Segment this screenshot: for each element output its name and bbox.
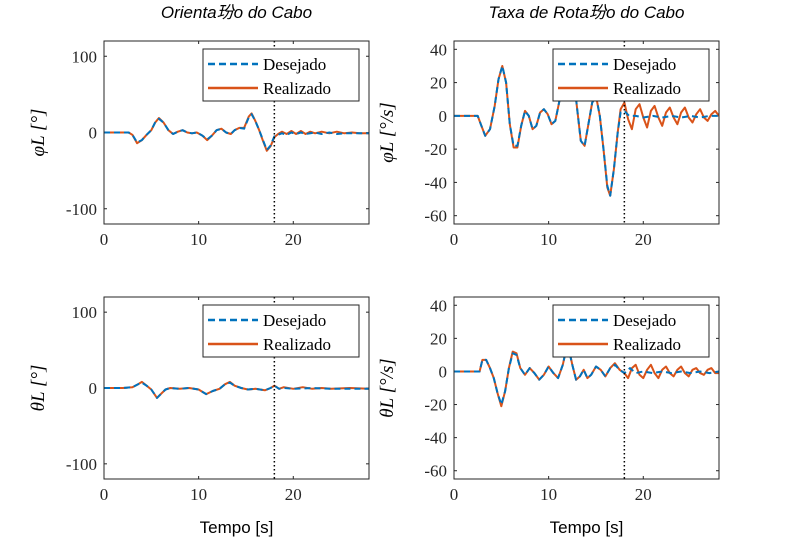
subplot-4: 0 10 20 40 20 0 -20 -40 -60 Desejado Realizado Temp… [377,296,720,537]
x-tick-label: 0 [450,230,459,249]
x-tick-label: 20 [635,485,652,504]
x-tick-label: 20 [285,485,302,504]
series-desejado [104,381,369,399]
axes-box [453,296,720,480]
y-tick-label: -40 [424,173,447,192]
x-tick-label: 20 [635,230,652,249]
y-tick-label: 100 [72,303,98,322]
legend: Desejado Realizado [202,304,360,358]
y-tick-label: -60 [424,207,447,226]
y-tick-label: -100 [66,455,97,474]
legend-label-realizado: Realizado [263,79,331,98]
y-axis-label: θ̇L [°/s] [377,358,398,417]
y-tick-label: 0 [89,379,98,398]
axes-box [103,40,370,225]
x-tick-label: 10 [190,485,207,504]
x-tick-label: 10 [190,230,207,249]
y-tick-label: 0 [439,362,448,381]
subplot-title: Taxa de Rota玢o do Cabo [489,3,685,22]
y-tick-label: 20 [430,74,447,93]
x-tick-label: 10 [540,485,557,504]
legend: Desejado Realizado [552,48,710,102]
y-axis-label: φ̇L [°/s] [377,102,398,163]
y-tick-label: 40 [430,40,447,59]
y-tick-label: -60 [424,462,447,481]
x-axis-label: Tempo [s] [550,518,624,537]
x-tick-label: 0 [450,485,459,504]
x-tick-label: 10 [540,230,557,249]
legend-label-desejado: Desejado [613,311,676,330]
subplot-2: 0 10 20 40 20 0 -20 -40 -60 Desejado Realizado Taxa… [377,3,720,249]
subplot-1: 0 10 201000-100DesejadoRealizadoOrienta玢o … [28,3,370,249]
y-tick-label: 40 [430,296,447,315]
y-tick-label: -20 [424,140,447,159]
legend: Desejado Realizado [202,48,360,102]
y-tick-label: -100 [66,200,97,219]
x-tick-label: 0 [100,230,109,249]
axes-box [103,296,370,480]
legend-label-realizado: Realizado [263,335,331,354]
series-desejado [104,113,369,151]
legend-label-desejado: Desejado [263,55,326,74]
subplot-title: Orienta玢o do Cabo [161,3,312,22]
legend-label-desejado: Desejado [263,311,326,330]
y-tick-label: 0 [439,107,448,126]
x-tick-label: 0 [100,485,109,504]
y-axis-label: θL [°] [28,365,49,412]
legend-label-realizado: Realizado [613,79,681,98]
y-tick-label: 100 [72,47,98,66]
y-tick-label: -20 [424,396,447,415]
x-tick-label: 20 [285,230,302,249]
y-tick-label: 0 [89,124,98,143]
legend-label-realizado: Realizado [613,335,681,354]
y-tick-label: -40 [424,429,447,448]
x-axis-label: Tempo [s] [200,518,274,537]
legend: Desejado Realizado [552,304,710,358]
y-axis-label: φ̇L [°] [28,109,49,157]
y-tick-label: 20 [430,329,447,348]
legend-label-desejado: Desejado [613,55,676,74]
axes-box [453,40,720,225]
